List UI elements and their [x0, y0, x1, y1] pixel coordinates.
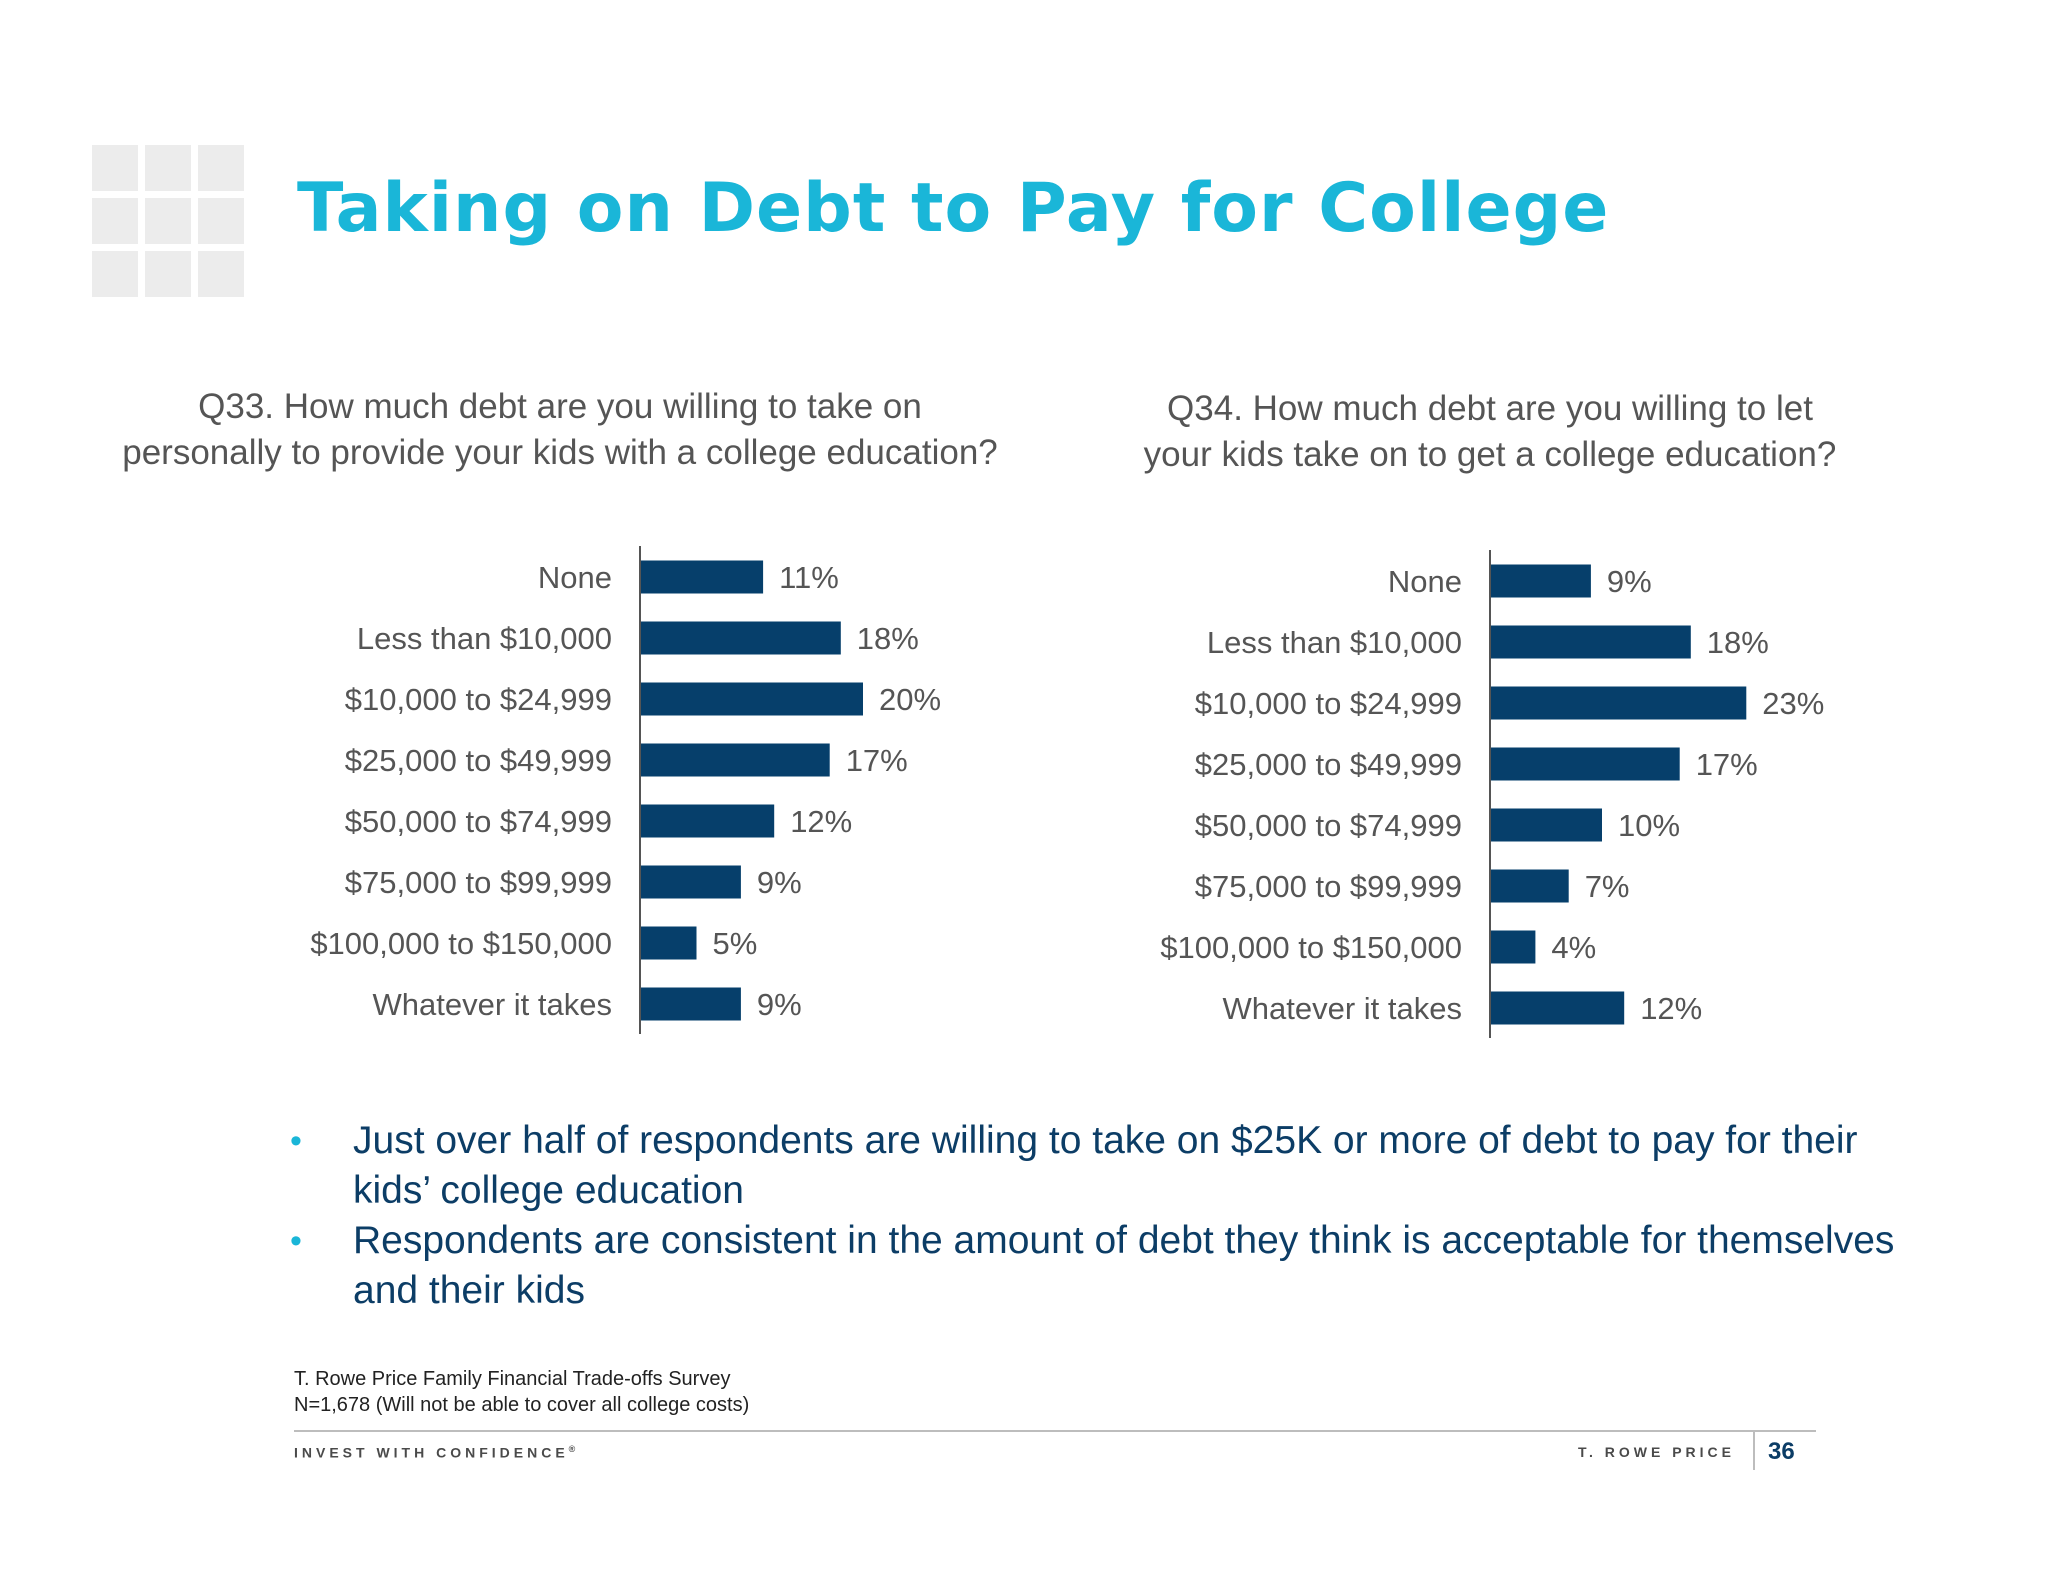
footer-tagline-text: INVEST WITH CONFIDENCE [294, 1444, 569, 1461]
chart-1-bar [641, 865, 741, 899]
chart-1-category-label: $25,000 to $49,999 [345, 743, 612, 778]
chart-2-bar-chart: None 9% Less than $10,000 18% $10,000 to $24… [1160, 550, 1824, 1038]
chart-2-value-label: 12% [1640, 991, 1702, 1026]
decorative-grid-logo [92, 145, 244, 297]
chart-2-category-label: None [1388, 564, 1462, 599]
chart-2-question-line-2: your kids take on to get a college educa… [1143, 435, 1837, 474]
page-number: 36 [1768, 1438, 1795, 1465]
chart-2-value-label: 23% [1762, 686, 1824, 721]
chart-2-bar [1491, 625, 1691, 659]
chart-2-category-label: Whatever it takes [1223, 991, 1462, 1026]
chart-2-bar [1491, 991, 1625, 1025]
chart-1-category-label: $100,000 to $150,000 [310, 926, 612, 961]
source-line-1: T. Rowe Price Family Financial Trade-off… [294, 1368, 731, 1390]
footer-divider [294, 1430, 1816, 1432]
bullet-text: Respondents are consistent in the amount… [353, 1219, 1895, 1312]
registered-mark: ® [568, 1444, 576, 1454]
chart-2-value-label: 17% [1696, 747, 1758, 782]
chart-2-bar [1491, 564, 1591, 598]
chart-2-question-line-1: Q34. How much debt are you willing to le… [1167, 389, 1813, 428]
chart-2-value-label: 4% [1551, 930, 1596, 965]
chart-1-category-label: $75,000 to $99,999 [345, 865, 612, 900]
chart-1-category-label: Whatever it takes [373, 987, 612, 1022]
chart-2-value-label: 18% [1707, 625, 1769, 660]
chart-2-category-label: $10,000 to $24,999 [1195, 686, 1462, 721]
chart-2-value-label: 9% [1607, 564, 1652, 599]
bullet-dot-icon: • [290, 1222, 302, 1260]
chart-2-category-label: $50,000 to $74,999 [1195, 808, 1462, 843]
chart-1-value-label: 5% [713, 926, 758, 961]
chart-1-value-label: 9% [757, 865, 802, 900]
chart-1-bar [641, 926, 697, 960]
chart-2-question: Q34. How much debt are you willing to le… [1060, 386, 1920, 478]
chart-2-value-label: 7% [1585, 869, 1630, 904]
chart-1-bar [641, 987, 741, 1021]
footer-tagline: INVEST WITH CONFIDENCE® [294, 1444, 575, 1461]
chart-1-value-label: 11% [779, 560, 839, 595]
page-number-divider [1753, 1432, 1755, 1470]
chart-1-question-line-1: Q33. How much debt are you willing to ta… [198, 387, 922, 426]
source-line-2: N=1,678 (Will not be able to cover all c… [294, 1394, 750, 1416]
chart-2-category-label: Less than $10,000 [1207, 625, 1462, 660]
chart-2-bar [1491, 808, 1602, 842]
chart-1-value-label: 9% [757, 987, 802, 1022]
chart-1-value-label: 20% [879, 682, 941, 717]
chart-1-bar [641, 682, 863, 716]
chart-1-bar [641, 621, 841, 655]
chart-2-value-label: 10% [1618, 808, 1680, 843]
chart-1-value-label: 17% [846, 743, 908, 778]
chart-1-question: Q33. How much debt are you willing to ta… [80, 384, 1040, 476]
chart-1-value-label: 12% [790, 804, 852, 839]
key-findings-list: • Just over half of respondents are will… [290, 1116, 1910, 1316]
chart-2-bar [1491, 869, 1569, 903]
chart-2-category-label: $100,000 to $150,000 [1160, 930, 1462, 965]
chart-2-bar [1491, 686, 1747, 720]
chart-2-category-label: $75,000 to $99,999 [1195, 869, 1462, 904]
chart-1-bar [641, 560, 764, 594]
chart-2-bar [1491, 747, 1680, 781]
chart-1-category-label: $10,000 to $24,999 [345, 682, 612, 717]
chart-1-category-label: None [538, 560, 612, 595]
bullet-item: • Just over half of respondents are will… [290, 1116, 1910, 1216]
chart-1-bar-chart: None 11% Less than $10,000 18% $10,000 to $2… [310, 546, 941, 1034]
bullet-text: Just over half of respondents are willin… [353, 1119, 1858, 1212]
chart-1-question-line-2: personally to provide your kids with a c… [122, 433, 998, 472]
footer-brand: T. ROWE PRICE [1578, 1444, 1736, 1460]
chart-1-category-label: Less than $10,000 [357, 621, 612, 656]
chart-1-bar [641, 743, 830, 777]
chart-1-category-label: $50,000 to $74,999 [345, 804, 612, 839]
bullet-dot-icon: • [290, 1122, 302, 1160]
bullet-item: • Respondents are consistent in the amou… [290, 1216, 1910, 1316]
chart-2-category-label: $25,000 to $49,999 [1195, 747, 1462, 782]
chart-1-value-label: 18% [857, 621, 919, 656]
slide-title: Taking on Debt to Pay for College [297, 169, 1610, 248]
chart-1-bar [641, 804, 775, 838]
chart-2-bar [1491, 930, 1536, 964]
